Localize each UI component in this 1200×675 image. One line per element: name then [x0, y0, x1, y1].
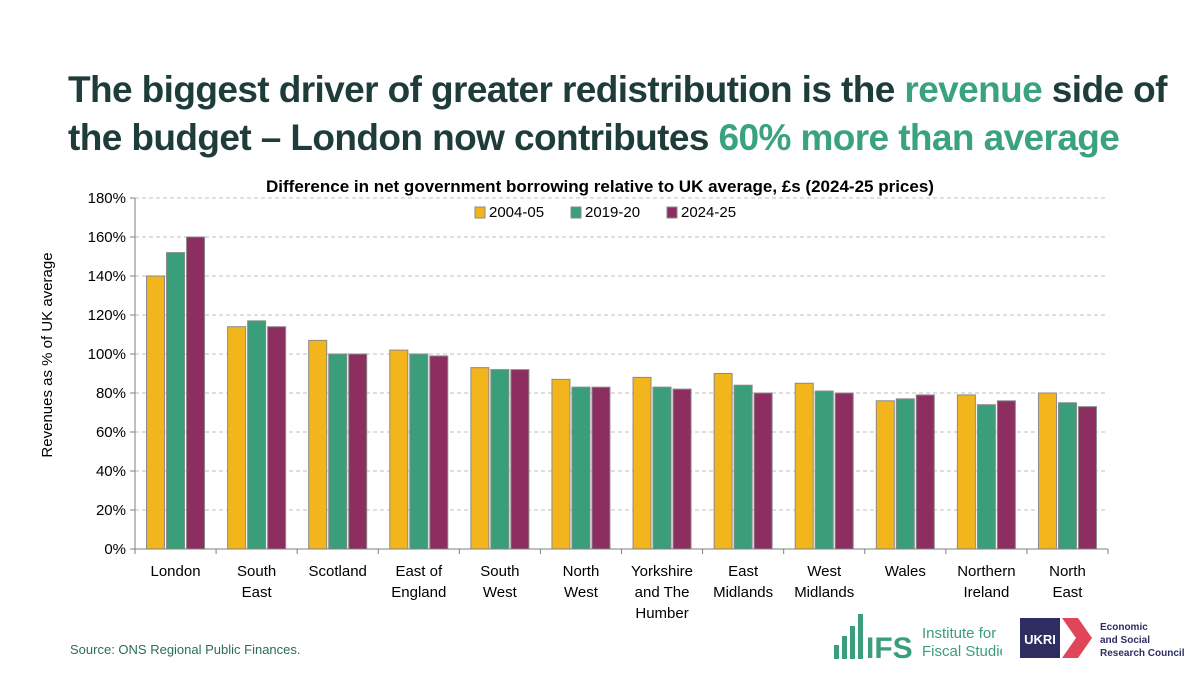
ukri-logo-mark: UKRI	[1024, 632, 1056, 647]
bar-2024-25	[915, 394, 935, 550]
y-tick-label: 80%	[96, 385, 126, 402]
legend-label-2024-25: 2024-25	[681, 204, 736, 221]
bar-2004-05	[875, 400, 895, 550]
legend-swatch-2024-25	[666, 206, 678, 219]
esrc-name-3: Research Council	[1100, 648, 1185, 659]
axes	[130, 197, 1109, 554]
x-tick-label: South West	[480, 563, 519, 601]
legend-label-2019-20: 2019-20	[585, 204, 640, 221]
x-tick-label: North West	[563, 563, 600, 601]
bar-2024-25	[1077, 406, 1097, 550]
bar-2004-05	[794, 382, 814, 550]
y-axis-ticks: 0% 20% 40% 60% 80% 100% 120% 140% 160% 180%	[88, 190, 126, 558]
bar-2024-25	[429, 355, 449, 550]
x-axis-labels: London South East Scotland East of England Sou…	[151, 563, 1086, 622]
esrc-name-2: and Social	[1100, 635, 1150, 646]
x-tick-label: East Midlands	[713, 563, 773, 601]
x-tick-label: Wales	[885, 563, 926, 580]
bar-2024-25	[186, 236, 206, 550]
headline-part-2: side of the budget – London now contribu…	[68, 69, 1167, 158]
bar-2004-05	[308, 339, 328, 550]
bar-2019-20	[814, 390, 834, 550]
bar-2019-20	[166, 252, 186, 550]
x-tick-label: South East	[237, 563, 276, 601]
bar-2024-25	[348, 353, 368, 550]
bar-2004-05	[146, 275, 166, 550]
ifs-logo-mark: IFS	[866, 632, 913, 660]
bar-2019-20	[895, 398, 915, 550]
bar-2019-20	[247, 320, 267, 550]
y-tick-label: 40%	[96, 463, 126, 480]
bar-2019-20	[328, 353, 348, 550]
bar-2004-05	[632, 376, 652, 550]
bar-2019-20	[1057, 402, 1077, 550]
bar-2024-25	[834, 392, 854, 550]
bar-2019-20	[490, 369, 510, 550]
headline-highlight-percent: 60% more than average	[718, 117, 1120, 158]
x-tick-label: West Midlands	[794, 563, 854, 601]
x-tick-label: North East	[1049, 563, 1086, 601]
y-tick-label: 60%	[96, 424, 126, 441]
bar-2004-05	[227, 326, 247, 550]
legend-label-2004-05: 2004-05	[489, 204, 544, 221]
y-tick-label: 160%	[88, 229, 126, 246]
bar-2019-20	[409, 353, 429, 550]
bar-2019-20	[571, 386, 591, 550]
headline-part-1: The biggest driver of greater redistribu…	[68, 69, 905, 110]
ifs-logo-name-2: Fiscal Studies	[922, 643, 1002, 660]
legend-swatch-2004-05	[474, 206, 486, 219]
gridlines	[135, 197, 1108, 511]
bar-2004-05	[713, 373, 733, 550]
headline: The biggest driver of greater redistribu…	[68, 66, 1168, 162]
bar-2024-25	[672, 388, 692, 550]
bar-2004-05	[956, 394, 976, 550]
bar-2024-25	[753, 392, 773, 550]
y-tick-label: 120%	[88, 307, 126, 324]
y-tick-label: 140%	[88, 268, 126, 285]
bars	[146, 236, 1097, 550]
y-tick-label: 100%	[88, 346, 126, 363]
bar-2004-05	[470, 367, 490, 550]
bar-2024-25	[591, 386, 611, 550]
x-tick-label: Northern Ireland	[957, 563, 1015, 601]
bar-2024-25	[267, 326, 287, 550]
legend: 2004-05 2019-20 2024-25	[474, 204, 736, 221]
bar-2024-25	[510, 369, 530, 550]
y-tick-label: 0%	[104, 541, 126, 558]
bar-2019-20	[652, 386, 672, 550]
source-note: Source: ONS Regional Public Finances.	[70, 642, 301, 657]
y-tick-label: 20%	[96, 502, 126, 519]
headline-highlight-revenue: revenue	[904, 69, 1043, 110]
ukri-esrc-logo: UKRI Economic and Social Research Counci…	[1020, 618, 1185, 659]
ifs-logo-name-1: Institute for	[922, 625, 996, 642]
bar-2004-05	[551, 378, 571, 550]
bar-2004-05	[1037, 392, 1057, 550]
x-tick-label: Yorkshire and The Humber	[631, 563, 693, 622]
bar-2024-25	[996, 400, 1016, 550]
esrc-name-1: Economic	[1100, 622, 1148, 633]
bar-2019-20	[733, 384, 753, 550]
y-tick-label: 180%	[88, 190, 126, 207]
chart-title: Difference in net government borrowing r…	[266, 177, 934, 196]
y-axis-label: Revenues as % of UK average	[39, 252, 56, 457]
x-tick-label: Scotland	[309, 563, 367, 580]
x-tick-label: East of England	[391, 563, 446, 601]
legend-swatch-2019-20	[570, 206, 582, 219]
bar-2019-20	[976, 404, 996, 550]
x-tick-label: London	[151, 563, 201, 580]
ifs-logo: IFS Institute for Fiscal Studies	[834, 614, 1002, 660]
bar-2004-05	[389, 349, 409, 550]
